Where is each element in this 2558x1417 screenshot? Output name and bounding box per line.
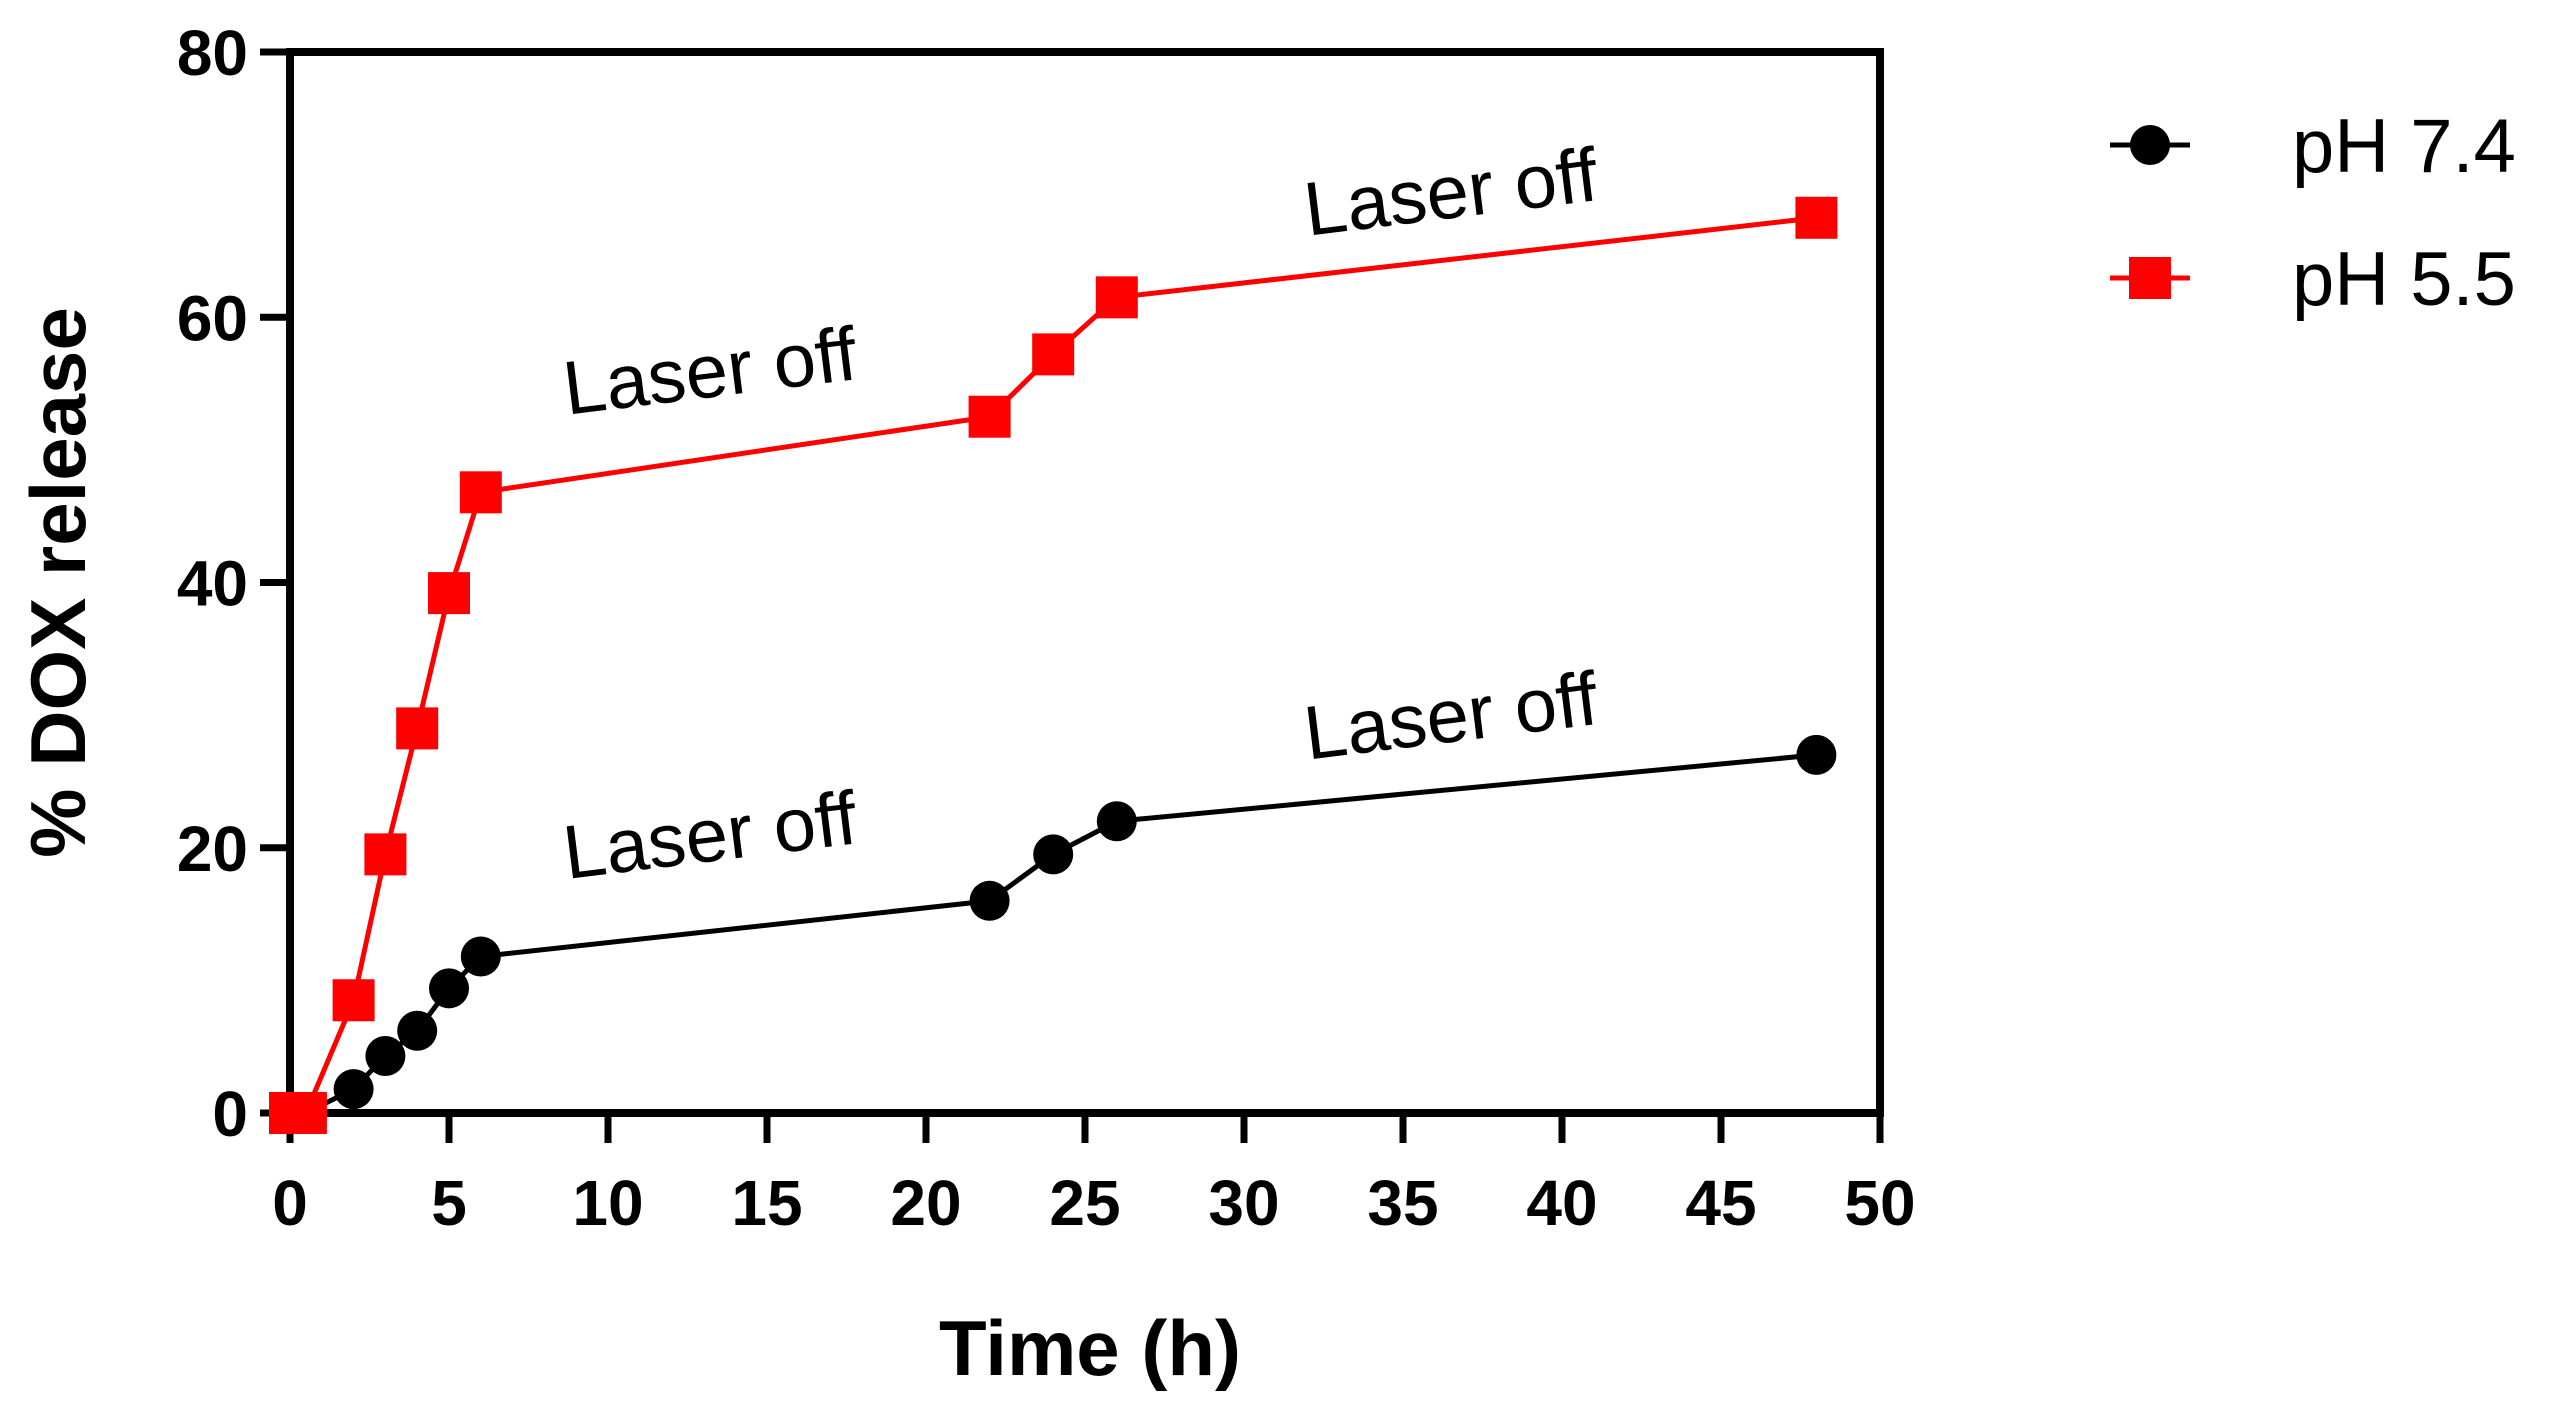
legend-label: pH 7.4 bbox=[2292, 104, 2516, 189]
y-tick-label: 40 bbox=[177, 548, 248, 620]
series-1 bbox=[270, 734, 1837, 1133]
legend-marker bbox=[2129, 257, 2171, 299]
data-point bbox=[1032, 333, 1075, 376]
annotation-label: Laser off bbox=[559, 775, 862, 895]
data-point bbox=[1095, 276, 1138, 319]
data-point bbox=[284, 1092, 327, 1134]
series-layer bbox=[269, 196, 1838, 1134]
data-point bbox=[364, 833, 407, 876]
x-tick-label: 35 bbox=[1367, 1167, 1438, 1239]
data-point bbox=[429, 968, 469, 1009]
y-axis-title: % DOX release bbox=[14, 307, 102, 858]
data-point bbox=[1795, 196, 1838, 239]
y-tick-label: 20 bbox=[177, 813, 248, 885]
data-point bbox=[332, 979, 375, 1022]
data-point bbox=[1796, 734, 1837, 775]
annotation-label: Laser off bbox=[1300, 656, 1603, 776]
data-point bbox=[1033, 834, 1074, 875]
plot-frame bbox=[286, 48, 1884, 1117]
x-tick-label: 15 bbox=[731, 1167, 802, 1239]
y-tick-label: 60 bbox=[177, 282, 248, 354]
annotation-layer: Laser off Laser off Laser off Laser off bbox=[559, 132, 1603, 896]
data-point bbox=[1096, 801, 1137, 842]
y-tick-label: 0 bbox=[212, 1078, 248, 1150]
x-tick-label: 5 bbox=[431, 1167, 467, 1239]
data-point bbox=[397, 1010, 438, 1051]
legend: pH 7.4 pH 5.5 bbox=[2110, 104, 2516, 322]
legend-item-2: pH 5.5 bbox=[2110, 237, 2516, 322]
x-tick-label: 25 bbox=[1049, 1167, 1120, 1239]
x-tick-label: 20 bbox=[890, 1167, 961, 1239]
series-2 bbox=[269, 196, 1838, 1134]
annotation-label: Laser off bbox=[1300, 132, 1603, 252]
data-point bbox=[968, 395, 1011, 438]
x-tick-label: 45 bbox=[1685, 1167, 1756, 1239]
legend-label: pH 5.5 bbox=[2292, 237, 2516, 322]
series-line bbox=[290, 752, 1817, 1116]
x-tick-label: 30 bbox=[1208, 1167, 1279, 1239]
data-point bbox=[459, 471, 502, 514]
axes: 0 5 10 15 20 25 30 35 40 45 50 0 20 40 60 80 Time (h) % D… bbox=[14, 17, 1916, 1392]
annotation-label: Laser off bbox=[559, 311, 862, 431]
y-tick-label: 80 bbox=[177, 17, 248, 89]
data-point bbox=[969, 880, 1010, 921]
legend-item-1: pH 7.4 bbox=[2110, 104, 2516, 189]
data-point bbox=[460, 936, 501, 977]
data-point bbox=[428, 572, 470, 615]
x-tick-label: 40 bbox=[1526, 1167, 1597, 1239]
x-tick-label: 0 bbox=[272, 1167, 308, 1239]
x-tick-label: 10 bbox=[572, 1167, 643, 1239]
x-axis-title: Time (h) bbox=[939, 1304, 1241, 1392]
data-point bbox=[365, 1035, 406, 1076]
legend-marker bbox=[2130, 125, 2170, 165]
data-point bbox=[396, 707, 439, 750]
data-point bbox=[333, 1069, 374, 1110]
x-tick-label: 50 bbox=[1844, 1167, 1915, 1239]
